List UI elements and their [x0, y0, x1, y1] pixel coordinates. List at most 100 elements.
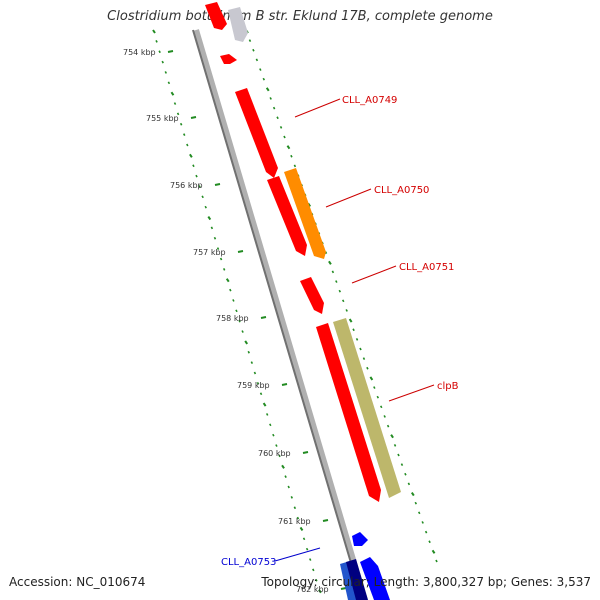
- gene-arrow-cll-a0753[interactable]: [352, 532, 368, 546]
- outer-tick-track-dot: [404, 472, 407, 476]
- outer-tick-track-dot: [345, 309, 348, 312]
- inner-tick-track-dot: [293, 506, 297, 510]
- inner-tick-track-dot: [189, 153, 193, 158]
- gene-arrow-top[interactable]: [205, 2, 227, 30]
- kbp-major-tick: [167, 50, 174, 53]
- inner-tick-track-dot: [167, 81, 171, 85]
- gene-label-cll-a0750[interactable]: CLL_A0750: [374, 185, 429, 196]
- outer-tick-track-dot: [259, 68, 262, 71]
- inner-tick-track-dot: [235, 309, 238, 313]
- inner-tick-track-dot: [253, 371, 257, 375]
- gene-arrow-clpb[interactable]: [316, 323, 381, 502]
- gene-arrow-blue-2[interactable]: [346, 559, 368, 600]
- outer-tick-track-dot: [362, 357, 366, 360]
- kbp-tick-label: 760 kbp: [258, 449, 291, 458]
- outer-tick-track-dot: [376, 395, 379, 399]
- kbp-major-tick: [302, 451, 309, 454]
- inner-tick-track-dot: [312, 568, 315, 572]
- gene-label-cll-a0749[interactable]: CLL_A0749: [342, 95, 397, 106]
- inner-tick-track-dot: [176, 112, 180, 116]
- inner-tick-track-dot: [247, 350, 250, 354]
- outer-tick-track-dot: [383, 415, 386, 418]
- outer-tick-track-dot: [359, 347, 362, 351]
- map-title: Clostridium botulinum B str. Eklund 17B,…: [107, 9, 493, 24]
- outer-tick-track-dot: [366, 366, 369, 370]
- outer-tick-track-dot: [265, 87, 270, 92]
- gene-arrow-blue-3[interactable]: [360, 557, 390, 600]
- kbp-tick-label: 756 kbp: [170, 181, 203, 190]
- inner-tick-track-dot: [152, 29, 156, 34]
- inner-tick-track-dot: [158, 50, 161, 54]
- gene-arrow-top-grey[interactable]: [228, 7, 248, 42]
- kbp-tick-label: 759 kbp: [237, 381, 270, 390]
- inner-tick-track-dot: [302, 537, 306, 541]
- outer-tick-track-dot: [386, 424, 390, 428]
- outer-tick-track-dot: [380, 405, 383, 409]
- kbp-major-tick: [190, 116, 197, 119]
- orf-arrow-clpb[interactable]: [333, 318, 401, 498]
- outer-tick-track-dot: [407, 482, 411, 486]
- inner-tick-track-dot: [269, 423, 272, 427]
- inner-tick-track-dot: [201, 195, 204, 199]
- inner-tick-track-dot: [256, 382, 260, 385]
- outer-tick-track-dot: [355, 338, 359, 341]
- orf-arrow-cll-a0750[interactable]: [284, 168, 326, 259]
- inner-tick-track-dot: [216, 247, 220, 250]
- outer-tick-track-dot: [435, 559, 438, 563]
- inner-tick-track-dot: [318, 589, 322, 594]
- gene-label-clpb[interactable]: clpB: [437, 381, 459, 392]
- features: [205, 2, 401, 600]
- gene-arrow-cll-a0750[interactable]: [267, 176, 307, 256]
- outer-tick-track-dot: [331, 270, 335, 274]
- kbp-ruler: 754 kbp 755 kbp 756 kbp 757 kbp 758 kbp 759 k…: [123, 48, 347, 594]
- inner-tick-track-dot: [262, 402, 267, 407]
- inner-tick-track-dot: [284, 475, 287, 478]
- outer-tick-track-dot: [262, 77, 265, 81]
- inner-tick-track-dot: [207, 215, 212, 221]
- outer-tick-track-dot: [400, 463, 404, 466]
- outer-tick-track-dot: [293, 164, 297, 168]
- gene-arrow-small[interactable]: [220, 54, 237, 64]
- inner-tick-track-dot: [170, 91, 175, 96]
- gene-arrow-cll-a0751[interactable]: [300, 277, 324, 314]
- outer-tick-track-dot: [424, 530, 428, 534]
- kbp-tick-label: 754 kbp: [123, 48, 156, 57]
- inner-tick-track-dot: [204, 205, 207, 209]
- genome-backbone: [192, 29, 368, 600]
- inner-tick-track-dot: [265, 413, 269, 416]
- outer-tick-track-dot: [252, 48, 255, 52]
- inner-tick-track-dot: [179, 122, 183, 126]
- kbp-major-tick: [214, 183, 221, 186]
- outer-tick-track-dot: [279, 126, 283, 129]
- inner-tick-track-dot: [195, 174, 198, 178]
- inner-tick-track-dot: [155, 40, 158, 43]
- outer-tick-track-dot: [286, 145, 291, 150]
- outer-tick-track-dot: [393, 444, 397, 447]
- gene-label-cll-a0751[interactable]: CLL_A0751: [399, 262, 454, 273]
- outer-tick-track-dot: [342, 299, 345, 303]
- gene-label-cll-a0753[interactable]: CLL_A0753: [221, 557, 276, 568]
- inner-tick-track-dot: [225, 278, 230, 283]
- inner-tick-track-dot: [272, 433, 275, 437]
- inner-tick-track-dot: [290, 496, 293, 499]
- outer-tick-track-dot: [352, 328, 355, 332]
- inner-tick-track-dot: [238, 319, 241, 323]
- kbp-major-tick: [340, 587, 347, 590]
- outer-tick-track-dot: [248, 39, 252, 42]
- kbp-tick-label: 758 kbp: [216, 314, 249, 323]
- outer-tick-track-dot: [369, 376, 374, 381]
- tick-tracks: [152, 29, 438, 594]
- outer-tick-track-dot: [348, 318, 353, 323]
- inner-tick-track-dot: [296, 516, 300, 520]
- inner-tick-track-dot: [183, 133, 186, 136]
- gene-arrow-cll-a0749[interactable]: [235, 88, 278, 178]
- outer-tick-track-dot: [272, 106, 276, 110]
- outer-tick-track-dot: [290, 154, 293, 158]
- inner-tick-track-dot: [232, 299, 235, 302]
- inner-tick-track-dot: [305, 547, 309, 551]
- gene-labels: CLL_A0749 CLL_A0750 CLL_A0751 clpB CLL_A…: [221, 95, 459, 568]
- genome-summary-text: Topology: circular; Length: 3,800,327 bp…: [261, 575, 591, 589]
- outer-tick-track-dot: [283, 135, 286, 139]
- kbp-major-tick: [237, 250, 244, 253]
- inner-tick-track-dot: [198, 185, 201, 188]
